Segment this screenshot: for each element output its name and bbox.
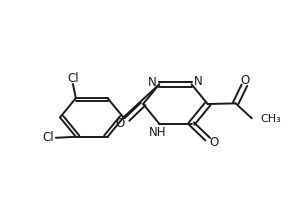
Text: Cl: Cl: [67, 72, 79, 85]
Text: NH: NH: [149, 126, 166, 139]
Text: O: O: [116, 117, 125, 130]
Text: N: N: [148, 76, 157, 89]
Text: O: O: [241, 74, 250, 87]
Text: O: O: [209, 136, 219, 149]
Text: CH₃: CH₃: [260, 114, 281, 124]
Text: N: N: [194, 75, 202, 88]
Text: Cl: Cl: [43, 131, 54, 144]
